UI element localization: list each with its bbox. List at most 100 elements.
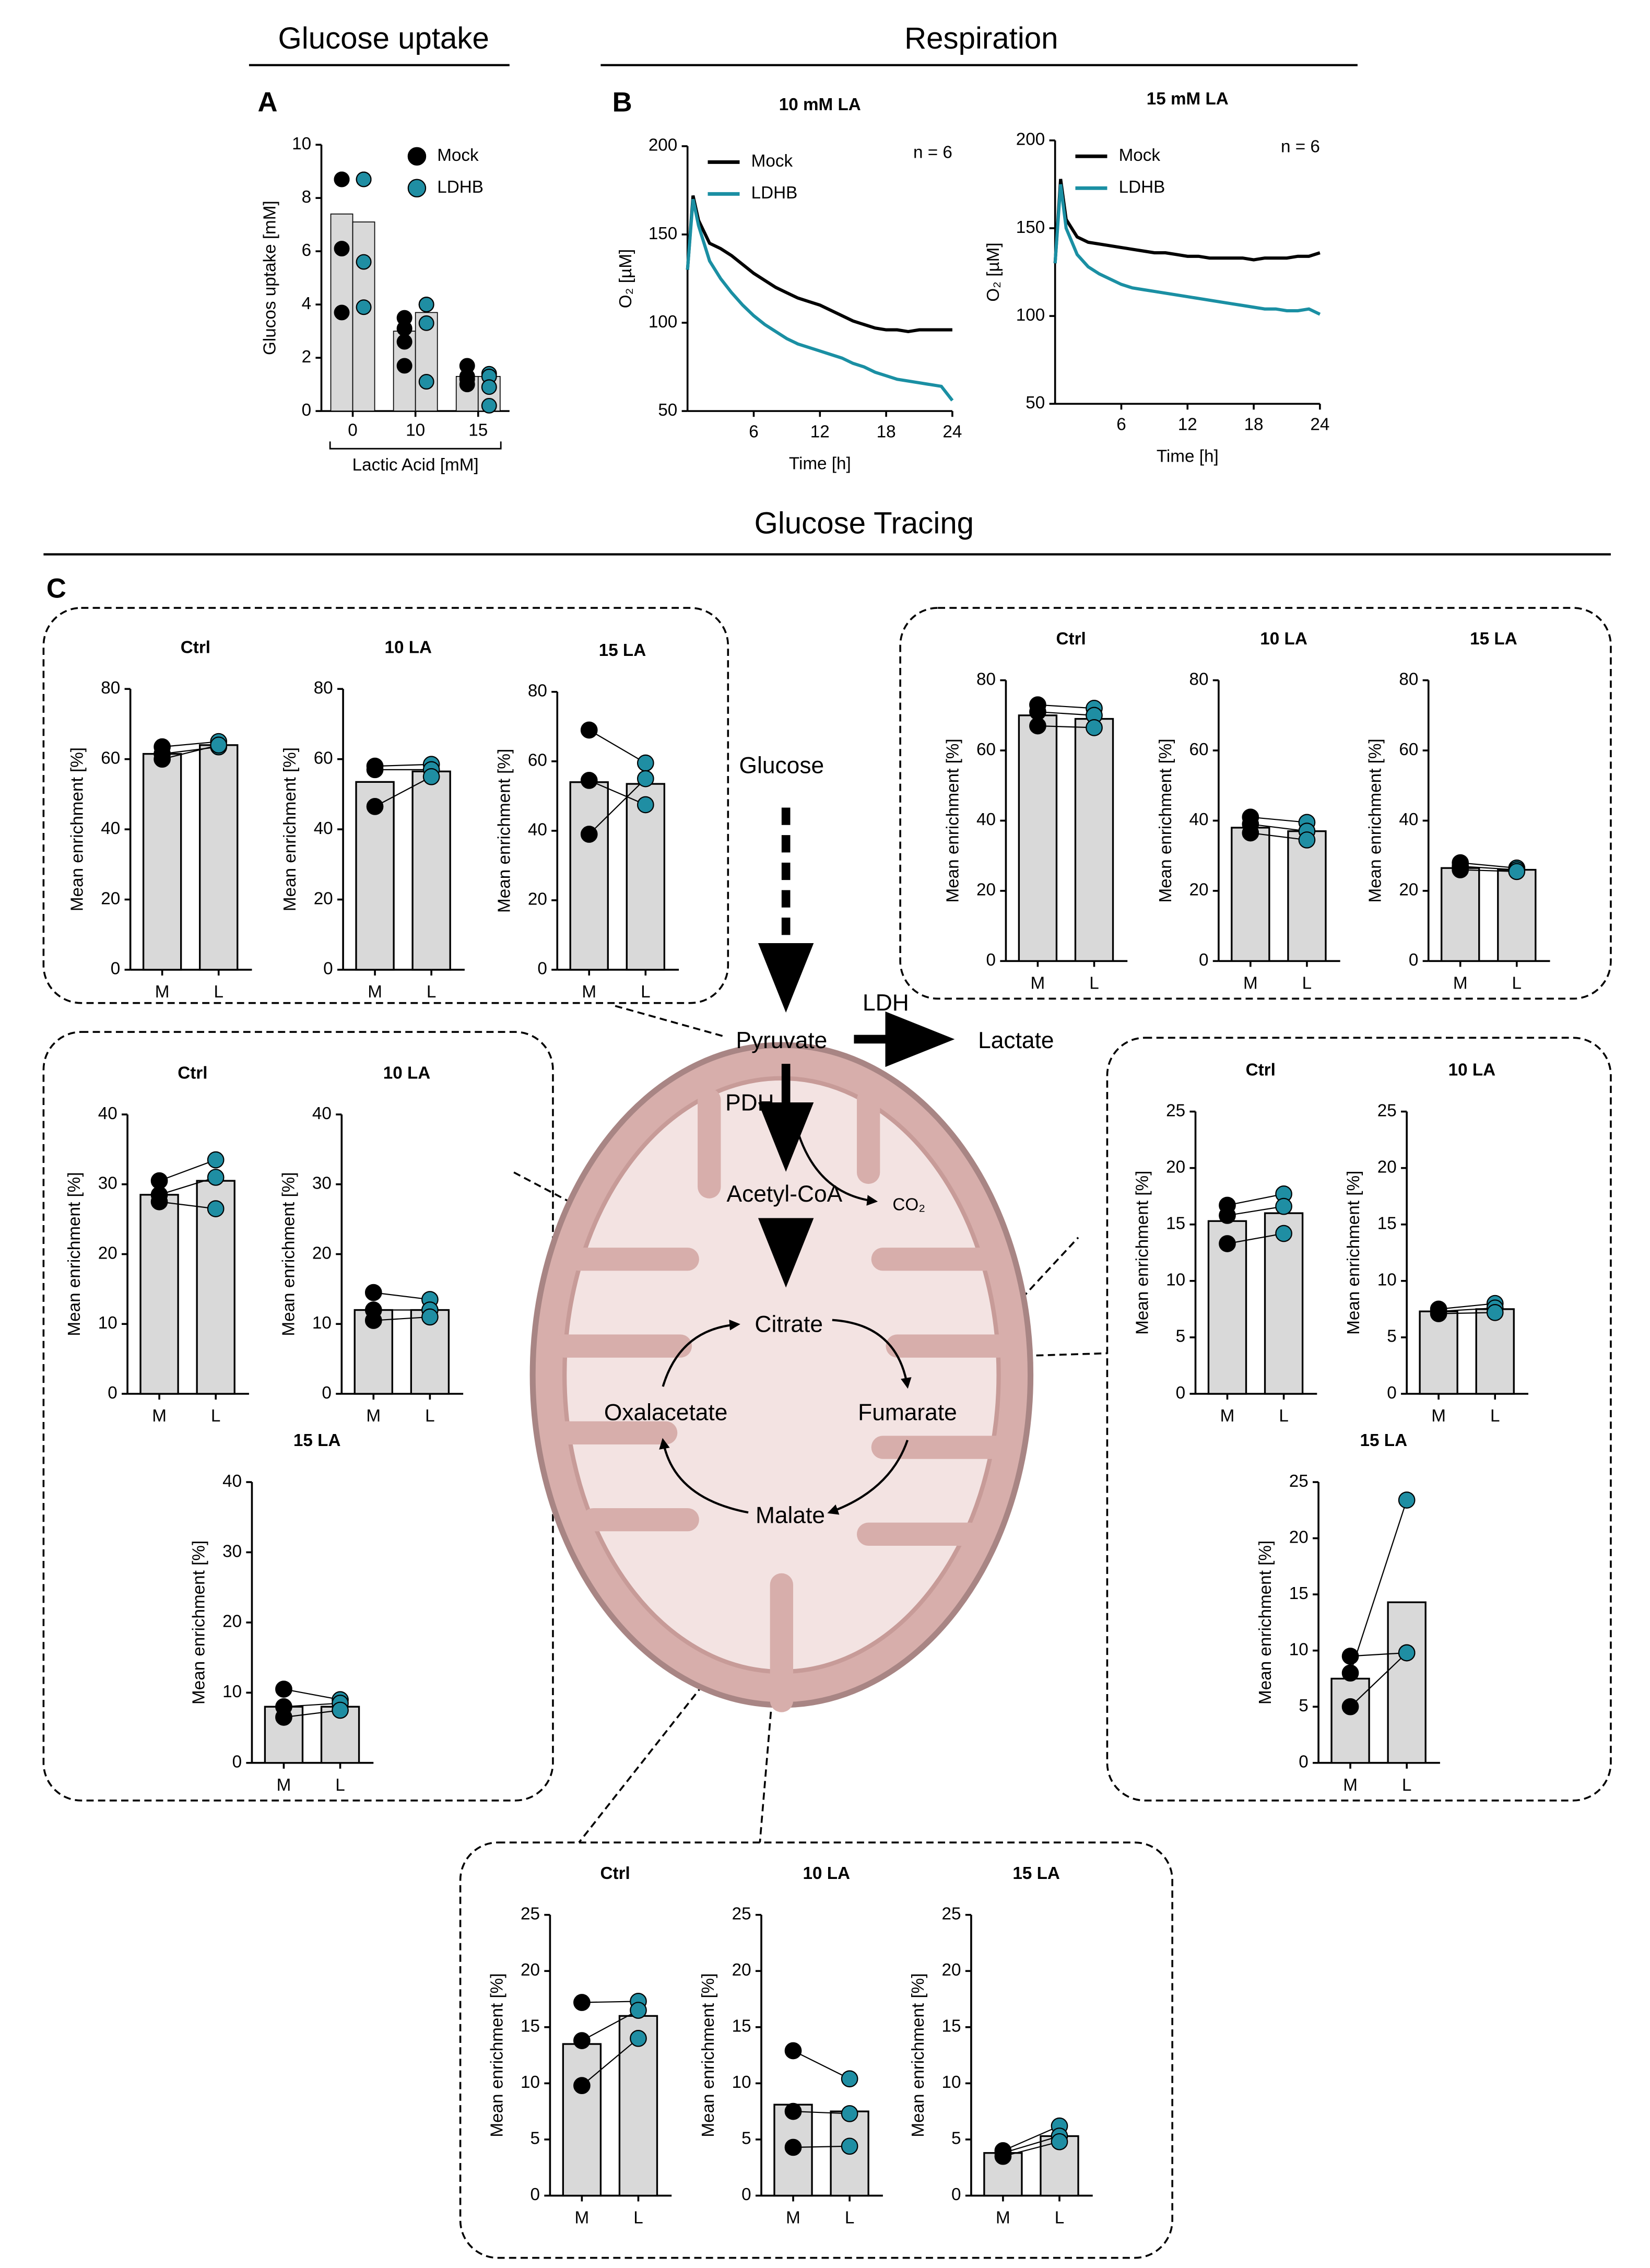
y-tick-label: 0 [1409, 950, 1419, 970]
data-point [1275, 1197, 1292, 1215]
chart-box [42, 1031, 554, 1802]
pair-line [159, 1159, 216, 1182]
data-point [366, 761, 384, 779]
pair-line [1038, 704, 1094, 709]
data-point [418, 315, 434, 331]
pair-line [588, 778, 646, 835]
bar [352, 221, 375, 412]
pair-line [284, 1688, 340, 1700]
pair-line [1250, 816, 1307, 823]
y-tick-label: 150 [1016, 218, 1045, 237]
y-tick-label: 5 [1176, 1327, 1186, 1346]
y-tick-label: 100 [1016, 305, 1045, 325]
x-tick-label: L [1490, 1406, 1500, 1426]
data-point [207, 1169, 225, 1186]
y-tick-label: 0 [537, 959, 547, 979]
y-tick-label: 20 [976, 880, 996, 900]
pair-line [1038, 725, 1094, 728]
line-series [1053, 179, 1321, 264]
y-tick-label: 60 [976, 740, 996, 759]
y-tick-label: 20 [312, 1243, 332, 1263]
data-point [154, 750, 171, 768]
bar [199, 744, 239, 971]
pair-line [1350, 1652, 1407, 1707]
y-tick-label: 40 [528, 820, 547, 840]
data-point [364, 1312, 382, 1329]
data-point [1051, 2133, 1068, 2151]
chart-title: 10 mM LA [779, 95, 861, 114]
y-tick-label: 50 [1026, 393, 1045, 413]
y-tick-label: 2 [302, 347, 312, 367]
chart-title: 15 mM LA [1147, 89, 1229, 109]
y-axis-label: Mean enrichment [%] [494, 749, 514, 913]
x-tick-label: L [1055, 2208, 1065, 2228]
pair-line [1003, 2135, 1060, 2154]
pair-line [159, 1201, 216, 1209]
data-point [1242, 824, 1259, 842]
data-point [841, 2137, 858, 2155]
bar [139, 1194, 179, 1395]
y-tick-label: 5 [531, 2129, 540, 2148]
data-point [1486, 1303, 1504, 1321]
bar [1287, 830, 1327, 962]
x-tick-label: M [155, 982, 170, 1002]
y-tick-label: 200 [649, 136, 677, 155]
y-tick-label: 30 [222, 1542, 242, 1561]
x-tick-label: 6 [1116, 415, 1126, 434]
y-tick-label: 0 [323, 959, 333, 979]
y-axis-label: Mean enrichment [%] [1366, 738, 1385, 902]
section-header: Glucose uptake [278, 21, 489, 55]
x-tick-label: L [214, 982, 223, 1002]
data-point [630, 2002, 647, 2019]
y-tick-label: 10 [1377, 1271, 1397, 1290]
y-tick-label: 40 [98, 1104, 117, 1123]
chart-title: 10 LA [383, 1063, 431, 1083]
y-tick-label: 80 [314, 678, 333, 698]
chart-title: Ctrl [1246, 1061, 1276, 1080]
x-bracket [329, 441, 502, 450]
legend-label: Mock [1119, 146, 1161, 165]
data-point [1452, 861, 1469, 878]
y-tick-label: 40 [1189, 810, 1208, 829]
annotation: n = 6 [913, 143, 952, 162]
bar [1387, 1601, 1427, 1764]
pair-line [793, 2111, 850, 2114]
pair-line [1350, 1500, 1408, 1674]
bar [1441, 867, 1480, 962]
x-axis-label: Time [h] [1157, 447, 1219, 466]
pair-line [581, 2010, 639, 2041]
y-axis-label: Mean enrichment [%] [189, 1541, 208, 1705]
pair-line [284, 1702, 340, 1708]
bar [1231, 827, 1270, 962]
y-tick-label: 40 [101, 819, 120, 838]
y-tick-label: 80 [1189, 669, 1208, 689]
data-point [1029, 717, 1046, 735]
y-tick-label: 80 [528, 681, 547, 701]
data-point [841, 2070, 858, 2088]
y-tick-label: 15 [732, 2017, 751, 2036]
enzyme: LDH [863, 990, 909, 1016]
bar [1074, 718, 1114, 962]
data-point [1219, 1235, 1236, 1252]
y-tick-label: 4 [302, 294, 312, 313]
section-header: Respiration [904, 21, 1058, 55]
chart-title: 15 LA [1470, 629, 1517, 649]
y-tick-label: 0 [1176, 1383, 1186, 1403]
y-tick-label: 20 [528, 890, 547, 909]
data-point [334, 171, 350, 187]
data-point [207, 1200, 225, 1217]
data-point [207, 1151, 225, 1169]
line-series [686, 195, 952, 334]
pair-line [1250, 832, 1307, 841]
y-tick-label: 10 [292, 134, 311, 154]
y-tick-label: 20 [521, 1960, 540, 1980]
data-point [784, 2138, 802, 2156]
y-tick-label: 0 [232, 1753, 242, 1772]
legend-label: LDHB [751, 183, 798, 203]
y-tick-label: 20 [314, 889, 333, 908]
pair-line [375, 763, 432, 767]
data-point [630, 2029, 647, 2047]
metabolite: Citrate [755, 1311, 823, 1337]
bar [626, 783, 666, 971]
x-tick-label: 18 [1244, 415, 1264, 434]
